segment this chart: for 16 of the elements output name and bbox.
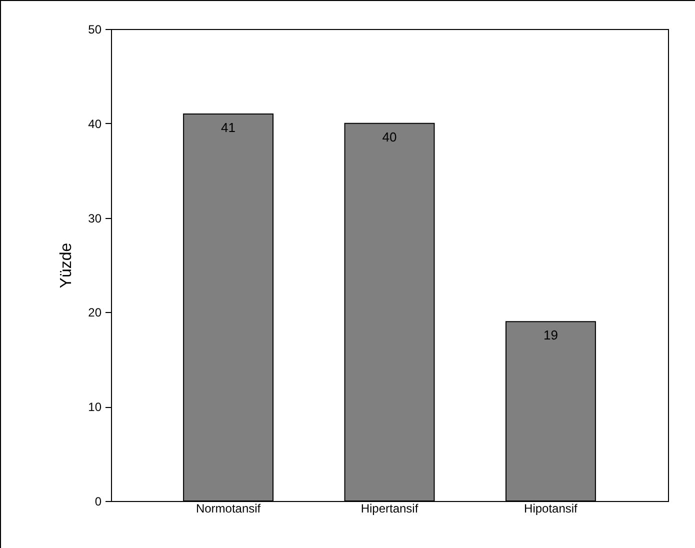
y-tick-label: 10	[88, 400, 102, 414]
bar	[344, 122, 435, 502]
y-tick-label: 20	[88, 306, 102, 320]
x-tick-label: Hipotansif	[524, 502, 578, 516]
y-tick-label: 0	[94, 494, 102, 508]
x-tick-label: Hipertansif	[360, 502, 419, 516]
data-label: 19	[543, 328, 558, 343]
y-axis-title: Yüzde	[58, 242, 76, 288]
y-tick-label: 40	[88, 116, 102, 131]
bar	[183, 113, 274, 502]
y-tick-label: 30	[88, 211, 102, 226]
data-label: 41	[221, 120, 236, 135]
data-label: 40	[382, 129, 397, 144]
bar	[505, 321, 596, 502]
y-tick-label: 50	[88, 22, 102, 36]
x-tick-label: Normotansif	[196, 502, 262, 516]
